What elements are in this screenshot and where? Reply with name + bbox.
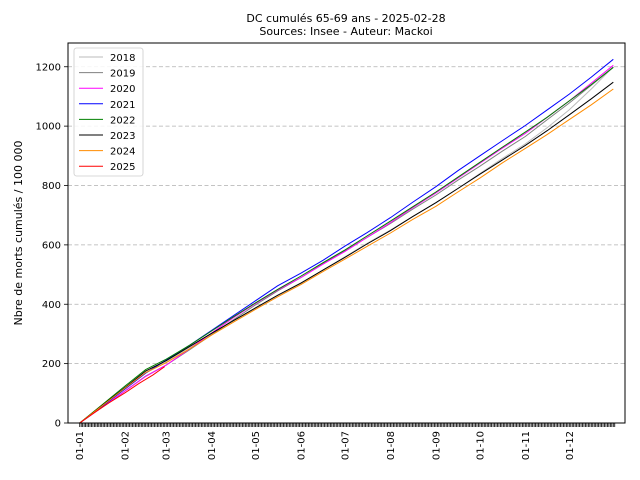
legend-label-2019: 2019 bbox=[110, 69, 135, 80]
x-tick-label: 01-05 bbox=[251, 431, 262, 460]
legend-label-2020: 2020 bbox=[110, 84, 135, 95]
x-tick-label: 01-12 bbox=[565, 431, 576, 460]
x-tick-label: 01-07 bbox=[341, 431, 352, 460]
y-tick-label: 0 bbox=[55, 419, 61, 430]
series-line-2024 bbox=[79, 88, 614, 424]
y-axis: 0 200 400 600 800 1000 1200 bbox=[36, 62, 68, 430]
x-tick-label: 01-08 bbox=[386, 431, 397, 460]
legend-label-2018: 2018 bbox=[110, 53, 135, 64]
y-tick-label: 1000 bbox=[36, 122, 61, 133]
legend-label-2021: 2021 bbox=[110, 100, 135, 111]
legend-label-2025: 2025 bbox=[110, 162, 135, 173]
y-tick-label: 200 bbox=[42, 359, 61, 370]
legend-label-2022: 2022 bbox=[110, 115, 135, 126]
legend-label-2023: 2023 bbox=[110, 131, 135, 142]
x-tick-label: 01-06 bbox=[297, 431, 308, 460]
x-tick-label: 01-10 bbox=[475, 431, 486, 460]
y-tick-label: 1200 bbox=[36, 62, 61, 73]
y-tick-label: 400 bbox=[42, 300, 61, 311]
series-line-2021 bbox=[79, 58, 614, 424]
x-tick-label: 01-09 bbox=[431, 431, 442, 460]
series-line-2020 bbox=[79, 64, 614, 424]
x-axis: 01-01 01-02 01-03 01-04 01-05 01-06 01-07 01-08… bbox=[75, 423, 616, 460]
y-tick-label: 800 bbox=[42, 181, 61, 192]
series-line-2023 bbox=[79, 81, 614, 424]
x-tick-label: 01-03 bbox=[162, 431, 173, 460]
series-layer bbox=[79, 58, 614, 424]
x-tick-label: 01-11 bbox=[521, 431, 532, 460]
legend-box bbox=[73, 47, 144, 177]
chart-subtitle: Sources: Insee - Auteur: Mackoi bbox=[259, 25, 432, 38]
legend-label-2024: 2024 bbox=[110, 147, 135, 158]
x-tick-label: 01-02 bbox=[121, 431, 132, 460]
series-line-2025 bbox=[79, 366, 165, 424]
x-tick-label: 01-01 bbox=[75, 431, 86, 460]
plot-frame bbox=[67, 42, 626, 424]
y-tick-label: 600 bbox=[42, 240, 61, 251]
x-tick-label: 01-04 bbox=[207, 431, 218, 460]
series-line-2022 bbox=[79, 66, 614, 424]
chart-title: DC cumulés 65-69 ans - 2025-02-28 bbox=[246, 12, 445, 25]
y-axis-label: Nbre de morts cumulés / 100 000 bbox=[12, 141, 25, 326]
legend: 2018 2019 2020 2021 2022 2023 2024 2025 bbox=[73, 47, 144, 177]
